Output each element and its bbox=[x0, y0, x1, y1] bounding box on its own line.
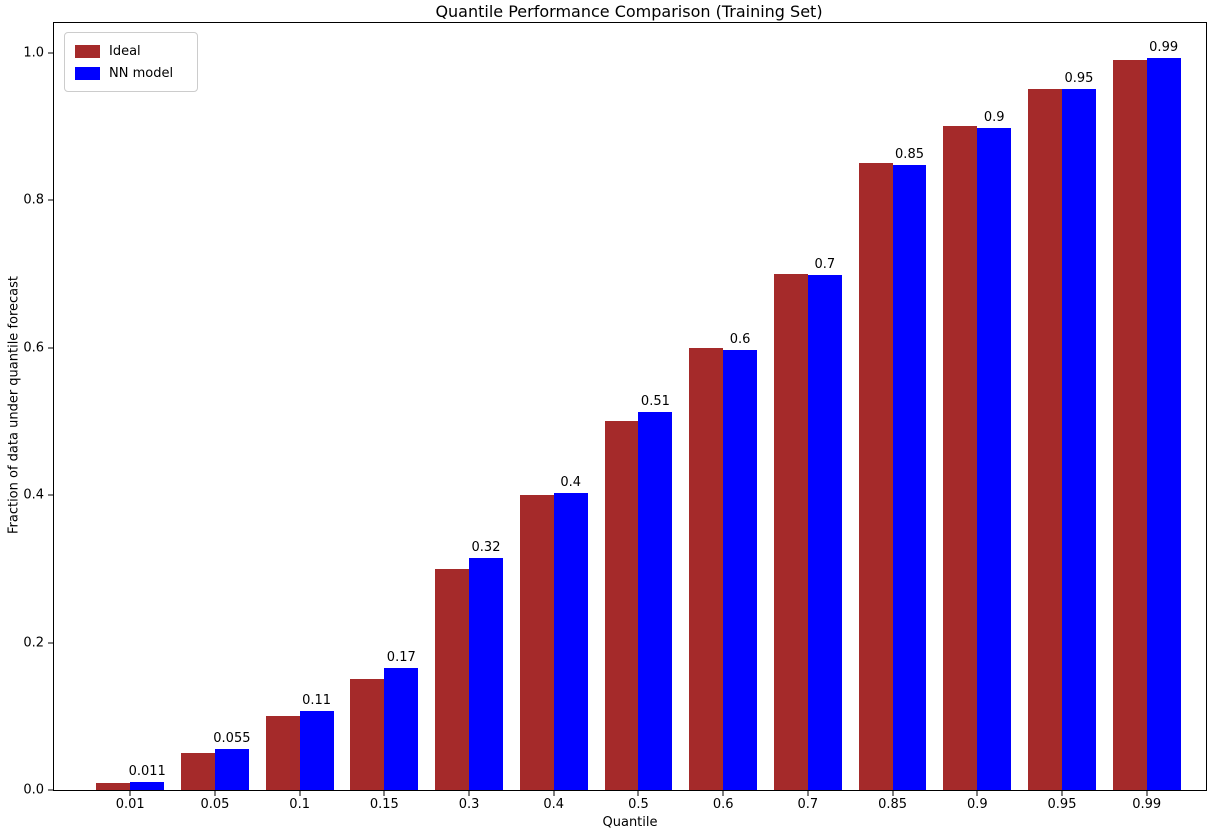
bar-ideal-0.4 bbox=[519, 495, 554, 790]
x-tick-mark bbox=[553, 791, 555, 796]
x-tick-label: 0.99 bbox=[1132, 797, 1162, 812]
x-tick-label: 0.15 bbox=[369, 797, 399, 812]
bar-value-label-0.01: 0.011 bbox=[128, 763, 166, 779]
legend-item-nn-model: NN model bbox=[75, 62, 187, 84]
bar-ideal-0.6 bbox=[689, 347, 724, 790]
bar-value-label-0.15: 0.17 bbox=[386, 650, 416, 666]
bar-value-label-0.1: 0.11 bbox=[302, 693, 332, 709]
bar-value-label-0.4: 0.4 bbox=[560, 474, 582, 490]
bar-ideal-0.1 bbox=[265, 716, 300, 790]
bar-value-label-0.9: 0.9 bbox=[983, 110, 1005, 126]
x-tick-label: 0.5 bbox=[628, 797, 649, 812]
legend-label-ideal: Ideal bbox=[109, 43, 141, 59]
bar-ideal-0.05 bbox=[181, 753, 215, 790]
x-tick-label: 0.6 bbox=[712, 797, 734, 812]
bar-nn-model-0.95 bbox=[1062, 88, 1096, 790]
bar-nn-model-0.9 bbox=[977, 128, 1012, 790]
bar-ideal-0.3 bbox=[435, 568, 470, 790]
y-tick-label: 0.6 bbox=[23, 340, 44, 355]
bar-ideal-0.7 bbox=[774, 273, 808, 790]
y-tick-label: 0.2 bbox=[23, 635, 44, 650]
y-tick-mark bbox=[48, 52, 53, 53]
x-tick-label: 0.3 bbox=[458, 797, 480, 812]
bar-ideal-0.95 bbox=[1028, 89, 1062, 790]
x-tick-label: 0.95 bbox=[1047, 797, 1077, 812]
bar-value-label-0.99: 0.99 bbox=[1149, 39, 1179, 55]
legend-swatch-nn-model bbox=[75, 66, 100, 80]
bar-value-label-0.5: 0.51 bbox=[640, 393, 670, 409]
chart-title: Quantile Performance Comparison (Trainin… bbox=[435, 2, 823, 21]
x-tick-mark bbox=[892, 791, 894, 796]
x-tick-mark bbox=[468, 791, 470, 796]
legend: Ideal NN model bbox=[64, 32, 199, 92]
bar-nn-model-0.1 bbox=[299, 711, 334, 790]
x-tick-label: 0.7 bbox=[797, 797, 819, 812]
x-tick-mark bbox=[1146, 791, 1148, 796]
x-tick-label: 0.85 bbox=[878, 797, 908, 812]
bar-ideal-0.01 bbox=[96, 782, 131, 790]
bar-ideal-0.99 bbox=[1112, 59, 1147, 790]
bar-value-label-0.6: 0.6 bbox=[729, 331, 751, 347]
x-tick-label: 0.1 bbox=[289, 797, 310, 812]
bar-value-label-0.05: 0.055 bbox=[213, 731, 251, 747]
bar-nn-model-0.05 bbox=[214, 749, 249, 790]
y-axis-label: Fraction of data under quantile forecast bbox=[6, 275, 22, 535]
x-tick-mark bbox=[722, 791, 724, 796]
bar-value-label-0.85: 0.85 bbox=[895, 147, 924, 163]
y-tick-mark bbox=[48, 642, 53, 643]
legend-item-ideal: Ideal bbox=[75, 40, 187, 62]
bar-ideal-0.5 bbox=[604, 421, 639, 790]
x-tick-mark bbox=[637, 791, 639, 796]
x-tick-mark bbox=[383, 791, 385, 796]
x-tick-mark bbox=[129, 791, 131, 796]
bar-nn-model-0.7 bbox=[807, 275, 842, 790]
y-tick-mark bbox=[48, 789, 53, 791]
bar-nn-model-0.01 bbox=[130, 781, 165, 790]
x-tick-label: 0.05 bbox=[200, 797, 230, 812]
y-tick-mark bbox=[48, 494, 53, 496]
y-tick-label: 0.8 bbox=[23, 192, 44, 208]
bar-value-label-0.95: 0.95 bbox=[1064, 70, 1094, 86]
bar-ideal-0.9 bbox=[943, 126, 978, 790]
bar-nn-model-0.4 bbox=[553, 492, 588, 790]
bar-value-label-0.3: 0.32 bbox=[471, 539, 501, 555]
bar-nn-model-0.5 bbox=[638, 411, 673, 790]
x-tick-mark bbox=[1061, 791, 1063, 796]
bar-ideal-0.85 bbox=[858, 163, 893, 790]
x-tick-label: 0.4 bbox=[543, 797, 565, 812]
bar-nn-model-0.85 bbox=[892, 165, 927, 790]
bar-nn-model-0.99 bbox=[1146, 57, 1181, 790]
x-tick-label: 0.9 bbox=[966, 797, 988, 812]
y-tick-label: 0.4 bbox=[23, 487, 44, 503]
bar-value-label-0.7: 0.7 bbox=[814, 257, 836, 273]
legend-label-nn-model: NN model bbox=[109, 65, 174, 81]
x-axis-label: Quantile bbox=[602, 815, 658, 830]
bar-nn-model-0.6 bbox=[723, 349, 758, 790]
legend-swatch-ideal bbox=[75, 44, 100, 58]
x-tick-mark bbox=[214, 791, 216, 796]
x-tick-mark bbox=[976, 791, 978, 796]
y-tick-mark bbox=[48, 347, 53, 348]
x-tick-mark bbox=[807, 791, 809, 796]
x-tick-label: 0.01 bbox=[115, 797, 145, 812]
x-tick-mark bbox=[299, 791, 301, 796]
bar-ideal-0.15 bbox=[350, 679, 385, 790]
y-tick-label: 1.0 bbox=[23, 45, 44, 60]
bar-nn-model-0.3 bbox=[469, 557, 503, 790]
bar-nn-model-0.15 bbox=[384, 668, 419, 790]
plot-area: Ideal NN model Quantile 0.0 0.2 0.4 0.6 0.8 1… bbox=[23, 22, 1207, 830]
y-tick-mark bbox=[48, 199, 53, 201]
y-tick-label: 0.0 bbox=[23, 782, 44, 798]
